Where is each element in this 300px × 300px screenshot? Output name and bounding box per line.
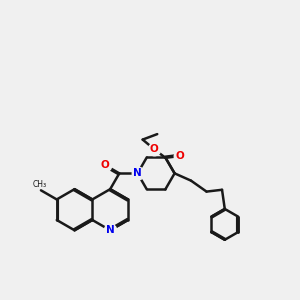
Text: N: N <box>133 168 142 178</box>
Text: O: O <box>176 151 184 161</box>
Text: O: O <box>149 144 158 154</box>
Text: O: O <box>101 160 110 170</box>
Text: N: N <box>106 225 115 235</box>
Text: CH₃: CH₃ <box>32 180 46 189</box>
